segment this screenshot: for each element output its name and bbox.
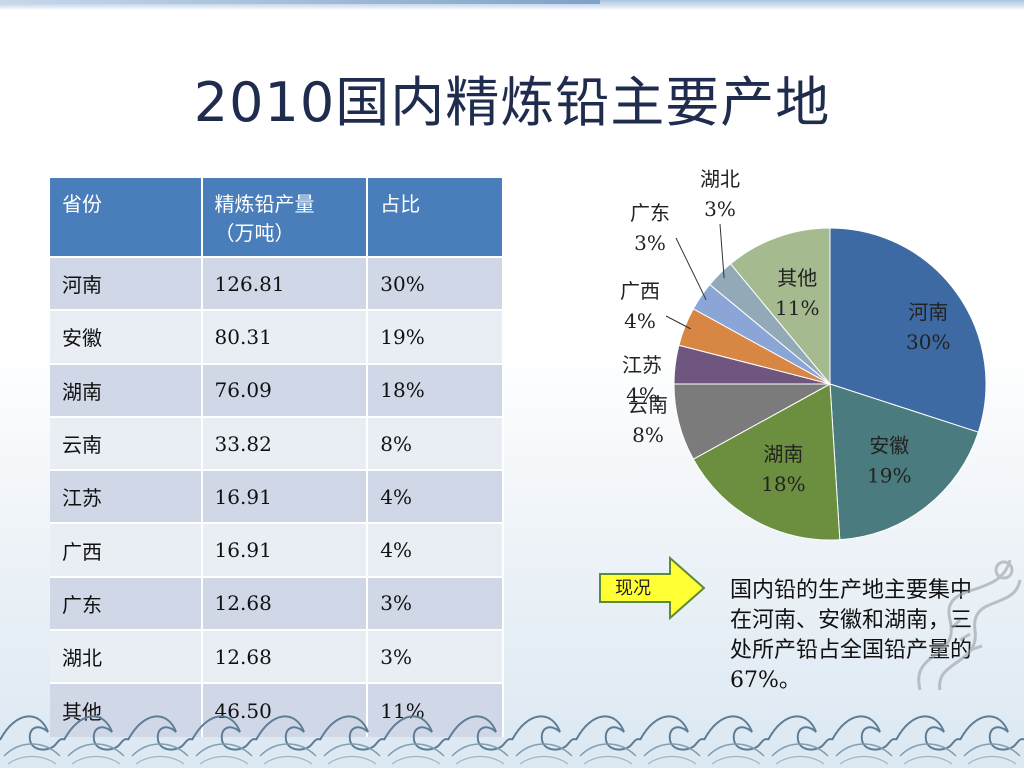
slice-name-label: 湖北 [700, 167, 740, 191]
slice-percent-label: 3% [634, 231, 666, 255]
slice-name-label: 广东 [630, 201, 670, 225]
cell-output: 76.09 [201, 362, 369, 417]
cell-share: 4% [367, 522, 504, 577]
slice-percent-label: 11% [775, 296, 819, 320]
table-row: 湖北 12.68 3% [50, 629, 504, 684]
slide-title: 2010国内精炼铅主要产地 [193, 71, 831, 134]
production-pie-chart: 河南 30% 安徽 19% 湖南 18% 云南 8% 江苏 4% 广西 4% 广东 3% 湖北 3% 其他 11% [620, 167, 987, 541]
slice-name-label: 江苏 [622, 353, 662, 377]
cell-share: 3% [367, 575, 504, 631]
cell-output: 33.82 [201, 415, 369, 471]
leader-line-6 [675, 237, 707, 301]
pie-slice-0 [829, 227, 987, 433]
slice-name-label: 河南 [908, 300, 948, 324]
table-row: 云南 33.82 8% [50, 415, 504, 471]
slice-percent-label: 3% [704, 197, 736, 221]
summary-text: 国内铅的生产地主要集中在河南、安徽和湖南，三处所产铅占全国铅产量的67%。 [730, 578, 973, 693]
table-header-row: 省份 精炼铅产量（万吨） 占比 [50, 178, 504, 257]
production-table: 省份 精炼铅产量（万吨） 占比 河南 126.81 30% 安徽 80.31 1… [50, 178, 504, 737]
slice-percent-label: 8% [632, 423, 664, 447]
dragon-ornament-icon [917, 559, 1022, 691]
cell-share: 8% [367, 415, 504, 471]
pie-slice-1 [829, 383, 979, 541]
cell-output: 16.91 [201, 469, 369, 524]
cell-share: 30% [367, 255, 504, 311]
cell-province: 云南 [50, 415, 203, 471]
header-output: 精炼铅产量（万吨） [201, 178, 369, 257]
cell-province: 河南 [50, 255, 203, 311]
table-row: 广东 12.68 3% [50, 575, 504, 631]
arrow-right-icon [599, 556, 706, 620]
table-row: 湖南 76.09 18% [50, 362, 504, 417]
cell-share: 19% [367, 309, 504, 364]
slice-name-label: 其他 [777, 266, 817, 290]
table-row: 安徽 80.31 19% [50, 309, 504, 364]
slice-percent-label: 30% [906, 330, 950, 354]
header-share: 占比 [367, 178, 504, 257]
cell-province: 广东 [50, 575, 203, 631]
slice-name-label: 广西 [620, 279, 660, 303]
leader-line-5 [665, 315, 691, 330]
slice-name-label: 安徽 [869, 433, 909, 457]
header-province: 省份 [50, 178, 203, 257]
cell-share: 3% [367, 629, 504, 684]
cell-province: 湖南 [50, 362, 203, 417]
pie-slice-2 [692, 383, 841, 541]
cell-output: 126.81 [201, 255, 369, 311]
cell-output: 80.31 [201, 309, 369, 364]
slice-percent-label: 4% [624, 309, 656, 333]
leader-line-7 [719, 223, 725, 279]
cell-province: 广西 [50, 522, 203, 577]
cell-output: 16.91 [201, 522, 369, 577]
slice-name-label: 云南 [628, 393, 668, 417]
cell-share: 18% [367, 362, 504, 417]
slice-percent-label: 18% [761, 472, 805, 496]
pie-slice-8 [729, 227, 831, 386]
table-row: 广西 16.91 4% [50, 522, 504, 577]
cell-province: 安徽 [50, 309, 203, 364]
slice-percent-label: 19% [867, 463, 911, 487]
callout-label: 现况 [615, 578, 651, 599]
cell-output: 12.68 [201, 575, 369, 631]
cell-output: 12.68 [201, 629, 369, 684]
top-decoration-bar [0, 0, 1024, 10]
table-row: 江苏 16.91 4% [50, 469, 504, 524]
slice-name-label: 湖南 [763, 442, 803, 466]
table-row: 河南 126.81 30% [50, 255, 504, 311]
cell-province: 湖北 [50, 629, 203, 684]
cell-share: 4% [367, 469, 504, 524]
slice-percent-label: 4% [626, 383, 658, 407]
wave-decoration [0, 700, 1024, 768]
cell-province: 江苏 [50, 469, 203, 524]
